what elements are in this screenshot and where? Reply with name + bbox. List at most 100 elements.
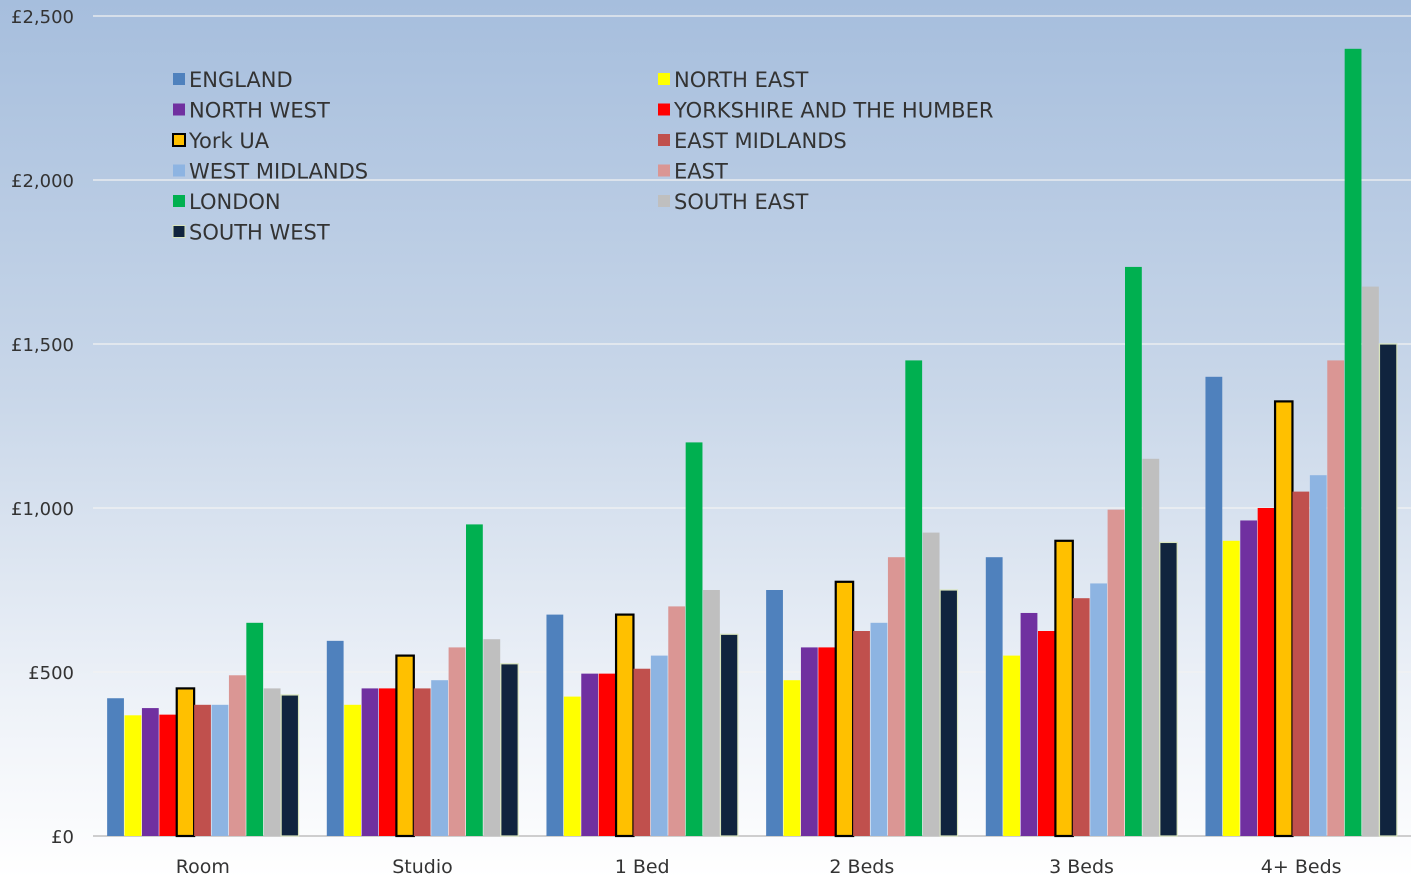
bar xyxy=(1205,376,1223,836)
bar xyxy=(853,631,870,836)
legend-swatch xyxy=(172,133,186,147)
bar xyxy=(905,360,923,836)
legend-label: York UA xyxy=(188,129,270,153)
bar xyxy=(800,647,818,836)
bar xyxy=(985,557,1003,836)
legend-label: WEST MIDLANDS xyxy=(189,160,368,184)
x-tick-label: 3 Beds xyxy=(1049,856,1114,878)
bar xyxy=(1142,458,1160,836)
bar xyxy=(124,715,142,836)
bar xyxy=(228,675,246,836)
x-tick-label: 2 Beds xyxy=(829,856,894,878)
legend-swatch xyxy=(173,164,185,177)
bar xyxy=(633,668,651,836)
x-tick-label: Room xyxy=(176,856,230,878)
bar xyxy=(466,524,483,836)
bar xyxy=(1159,541,1178,837)
y-tick-label: £2,000 xyxy=(11,171,74,192)
bar xyxy=(939,589,959,837)
legend-swatch xyxy=(658,103,670,116)
legend-swatch xyxy=(173,73,185,85)
bar xyxy=(1038,631,1055,836)
bar xyxy=(581,673,599,836)
x-tick-label: 4+ Beds xyxy=(1261,856,1342,878)
bar xyxy=(500,663,519,837)
y-tick-label: £500 xyxy=(28,663,74,684)
bar xyxy=(1054,539,1074,838)
bar xyxy=(1257,508,1275,836)
bar xyxy=(870,622,888,836)
legend-swatch xyxy=(173,195,185,207)
bar xyxy=(1378,343,1398,837)
x-tick-label: Studio xyxy=(392,856,453,878)
bar xyxy=(431,680,448,836)
bar xyxy=(1125,266,1142,836)
bar xyxy=(887,557,905,836)
bar xyxy=(818,647,836,836)
bar xyxy=(280,694,300,837)
bar xyxy=(1003,655,1020,836)
bar xyxy=(546,614,564,836)
y-tick-label: £1,500 xyxy=(11,335,74,356)
legend-label: SOUTH WEST xyxy=(189,221,330,245)
bar xyxy=(1020,612,1038,836)
y-tick-label: £2,500 xyxy=(11,7,74,28)
bar xyxy=(395,654,415,838)
bar xyxy=(1222,540,1240,836)
bar xyxy=(563,696,581,836)
bar xyxy=(1327,360,1345,836)
y-tick-label: £1,000 xyxy=(11,499,74,520)
bar xyxy=(1362,286,1379,837)
legend-swatch xyxy=(173,103,185,116)
bar xyxy=(211,704,229,836)
legend-label: NORTH WEST xyxy=(189,99,330,123)
legend-label: SOUTH EAST xyxy=(674,190,808,214)
legend-label: EAST MIDLANDS xyxy=(674,129,847,153)
bar xyxy=(1292,491,1310,836)
bar xyxy=(783,680,801,836)
bar xyxy=(263,688,281,836)
bar xyxy=(650,655,668,836)
bar xyxy=(379,688,396,836)
bar xyxy=(448,647,466,836)
y-tick-label: £0 xyxy=(51,827,74,848)
legend-swatch xyxy=(658,73,670,85)
bar xyxy=(668,606,686,836)
bar xyxy=(107,698,124,836)
legend-label: YORKSHIRE AND THE HUMBER xyxy=(673,99,993,123)
bar xyxy=(685,442,703,836)
bar xyxy=(614,613,635,838)
bar xyxy=(361,688,379,836)
bar xyxy=(413,688,431,836)
x-tick-label: 1 Bed xyxy=(615,856,670,878)
bar xyxy=(598,673,616,836)
bar xyxy=(483,639,501,836)
legend-swatch xyxy=(658,195,670,207)
legend-swatch xyxy=(658,134,670,146)
bar xyxy=(344,704,361,836)
bar xyxy=(246,622,264,836)
bar xyxy=(141,708,159,836)
bar xyxy=(719,633,739,837)
bar xyxy=(1273,400,1294,838)
legend-label: ENGLAND xyxy=(189,68,293,92)
bar xyxy=(326,640,344,836)
bar xyxy=(834,580,855,838)
bar xyxy=(1309,475,1327,836)
bar xyxy=(922,532,940,836)
legend-label: NORTH EAST xyxy=(674,68,809,92)
bar xyxy=(1072,598,1090,836)
legend-swatch xyxy=(172,225,186,238)
bar xyxy=(1240,520,1258,836)
bar xyxy=(1344,48,1362,837)
bar xyxy=(1107,509,1125,836)
legend-label: EAST xyxy=(674,160,728,184)
bar xyxy=(766,590,783,836)
bar xyxy=(194,704,211,836)
bar xyxy=(703,590,720,836)
bar xyxy=(1090,583,1107,836)
bar xyxy=(159,714,177,836)
bar xyxy=(175,687,196,838)
